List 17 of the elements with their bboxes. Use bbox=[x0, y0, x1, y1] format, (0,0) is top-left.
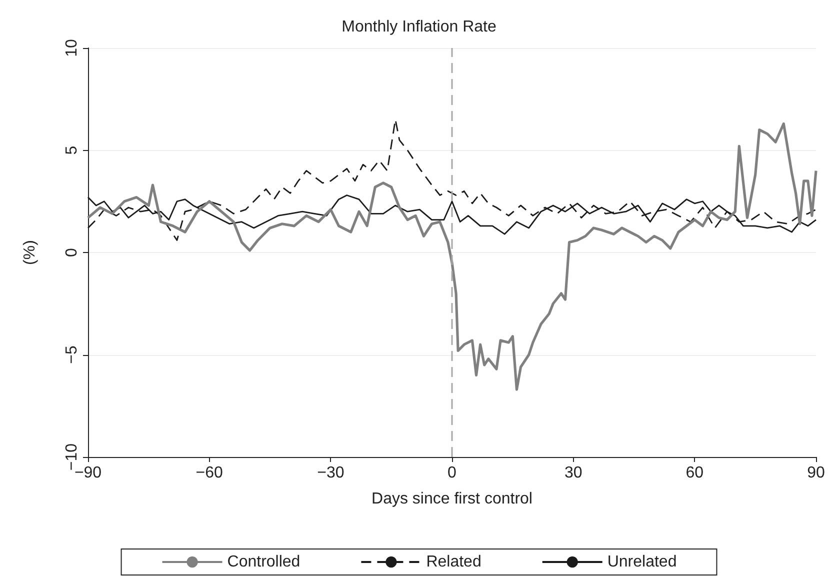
x-tick-label: 0 bbox=[448, 464, 457, 482]
y-tick-label: 0 bbox=[64, 248, 80, 257]
x-axis-title: Days since first control bbox=[372, 490, 532, 508]
x-tick-label: 60 bbox=[686, 464, 704, 482]
x-tick-label: −30 bbox=[317, 464, 344, 482]
y-tick-label: −5 bbox=[64, 346, 80, 364]
x-tick-label: 30 bbox=[564, 464, 582, 482]
legend-label: Related bbox=[426, 554, 482, 570]
chart-title: Monthly Inflation Rate bbox=[342, 18, 496, 36]
x-tick-label: 90 bbox=[807, 464, 825, 482]
legend-label: Controlled bbox=[227, 554, 300, 570]
line-series bbox=[86, 122, 818, 391]
x-tick-label: −60 bbox=[196, 464, 224, 482]
y-tick-label: 5 bbox=[64, 146, 80, 155]
legend-label: Unrelated bbox=[607, 554, 677, 570]
y-tick-label: 10 bbox=[64, 39, 80, 57]
y-axis-title: (%) bbox=[22, 240, 38, 265]
